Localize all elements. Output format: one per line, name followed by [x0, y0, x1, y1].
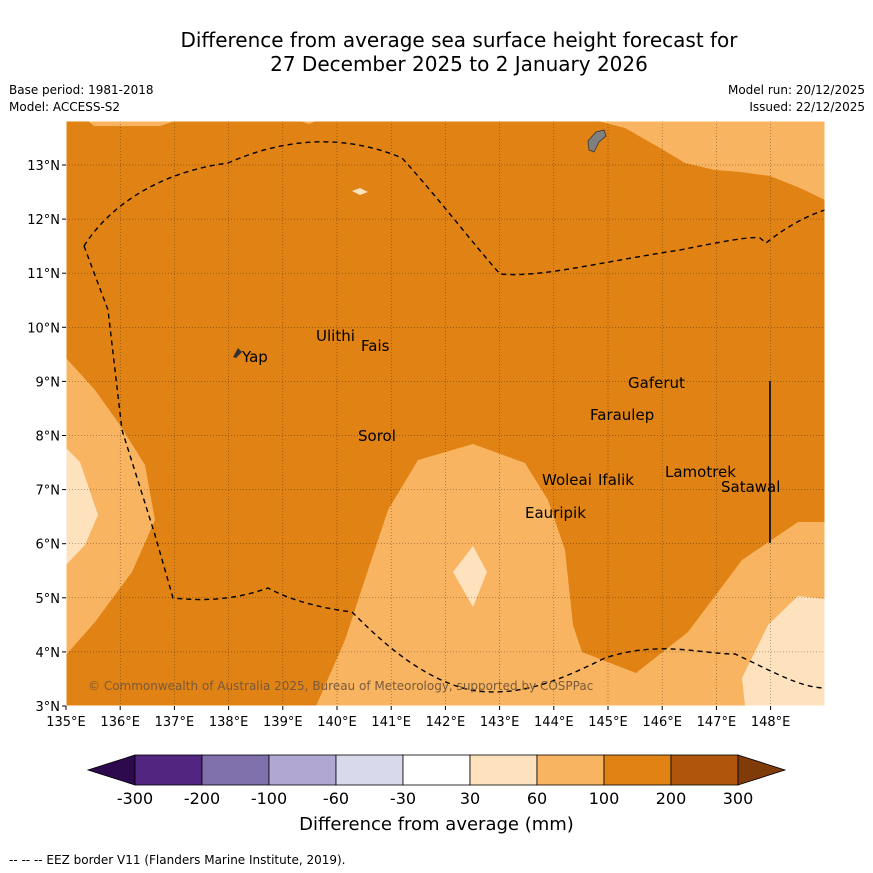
lat-label: 10°N: [27, 321, 60, 336]
lon-label: 142°E: [426, 715, 466, 730]
lat-label: 3°N: [36, 700, 61, 715]
place-yap: Yap: [241, 348, 268, 366]
contour-30-60-west: [66, 448, 98, 565]
map-area: Yap Ulithi Fais Sorol Gaferut Faraulep W…: [66, 121, 825, 706]
colorbar-segment: [134, 754, 203, 786]
lon-label: 135°E: [46, 715, 86, 730]
lon-label: 143°E: [480, 715, 520, 730]
colorbar-segment: [268, 754, 337, 786]
longitude-labels: 135°E 136°E 137°E 138°E 139°E 140°E 141°E 142°E…: [46, 706, 790, 730]
colorbar-segment: [335, 754, 404, 786]
yap-island: [233, 348, 242, 358]
lat-label: 4°N: [36, 646, 61, 661]
colorbar-segment: [469, 754, 538, 786]
contour-30-60-blob: [352, 188, 368, 195]
title-line-1: Difference from average sea surface heig…: [180, 28, 738, 52]
colorbar-extend-low: [86, 754, 136, 786]
colorbar-label: -300: [116, 789, 154, 808]
lon-label: 137°E: [155, 715, 195, 730]
eez-border-south: [83, 245, 825, 693]
guam-island: [587, 129, 607, 153]
place-eauripik: Eauripik: [525, 504, 586, 522]
lon-label: 138°E: [209, 715, 249, 730]
contour-60-100-top-left: [88, 121, 175, 126]
colorbar-extend-high: [737, 754, 787, 786]
model-name: Model: ACCESS-S2: [9, 100, 121, 114]
colorbar-segment: [603, 754, 672, 786]
lat-label: 9°N: [36, 375, 61, 390]
lat-label: 12°N: [27, 213, 60, 228]
place-gaferut: Gaferut: [628, 374, 685, 392]
colorbar-segment: [670, 754, 739, 786]
meta-right: Model run: 20/12/2025 Issued: 22/12/2025: [728, 82, 865, 116]
lon-label: 140°E: [317, 715, 357, 730]
colorbar-title: Difference from average (mm): [299, 814, 574, 835]
colorbar-label: 60: [526, 789, 548, 808]
lon-label: 144°E: [534, 715, 574, 730]
contour-60-100-south: [316, 444, 825, 706]
place-ifalik: Ifalik: [598, 471, 634, 489]
place-woleai: Woleai: [542, 471, 592, 489]
colorbar-label: 100: [588, 789, 620, 808]
lat-label: 11°N: [27, 267, 60, 282]
eez-footnote: -- -- -- EEZ border V11 (Flanders Marine…: [9, 853, 346, 867]
colorbar: [86, 754, 787, 786]
lon-label: 146°E: [642, 715, 682, 730]
colorbar-label: 300: [722, 789, 754, 808]
lat-label: 6°N: [36, 538, 61, 553]
lat-label: 8°N: [36, 430, 61, 445]
place-sorol: Sorol: [358, 427, 396, 445]
colorbar-label: -30: [389, 789, 417, 808]
issued-date: Issued: 22/12/2025: [749, 100, 865, 114]
colorbar-label: -100: [250, 789, 288, 808]
lon-label: 141°E: [371, 715, 411, 730]
lat-label: 13°N: [27, 159, 60, 174]
place-ulithi: Ulithi: [316, 327, 355, 345]
map-title: Difference from average sea surface heig…: [0, 28, 873, 76]
lon-label: 145°E: [588, 715, 628, 730]
colorbar-segment: [402, 754, 471, 786]
place-lamotrek: Lamotrek: [665, 463, 736, 481]
place-fais: Fais: [361, 337, 390, 355]
graticule: [66, 121, 825, 706]
contour-60-100-west: [66, 358, 155, 655]
title-line-2: 27 December 2025 to 2 January 2026: [270, 52, 648, 76]
lon-label: 136°E: [100, 715, 140, 730]
lat-label: 5°N: [36, 592, 61, 607]
contour-60-100-top: [300, 121, 316, 124]
contour-30-60-southeast: [742, 596, 825, 706]
contour-60-100-northeast: [598, 121, 825, 200]
lon-label: 139°E: [263, 715, 303, 730]
colorbar-label: 30: [459, 789, 481, 808]
colorbar-segment: [536, 754, 605, 786]
place-faraulep: Faraulep: [590, 406, 654, 424]
eez-border-north: [83, 141, 825, 276]
copyright-notice: © Commonwealth of Australia 2025, Bureau…: [88, 679, 593, 693]
lon-label: 147°E: [697, 715, 737, 730]
meta-left: Base period: 1981-2018 Model: ACCESS-S2: [9, 82, 154, 116]
colorbar-label: 200: [655, 789, 687, 808]
colorbar-segment: [201, 754, 270, 786]
lon-label: 148°E: [751, 715, 791, 730]
model-run: Model run: 20/12/2025: [727, 83, 865, 97]
latitude-labels: 13°N 12°N 11°N 10°N 9°N 8°N 7°N 6°N 5°N 4°N 3°N: [27, 159, 66, 715]
lat-label: 7°N: [36, 484, 61, 499]
base-period: Base period: 1981-2018: [9, 83, 154, 97]
colorbar-label: -60: [322, 789, 350, 808]
contour-30-60-diamond: [453, 546, 487, 607]
colorbar-label: -200: [183, 789, 221, 808]
place-satawal: Satawal: [721, 478, 780, 496]
